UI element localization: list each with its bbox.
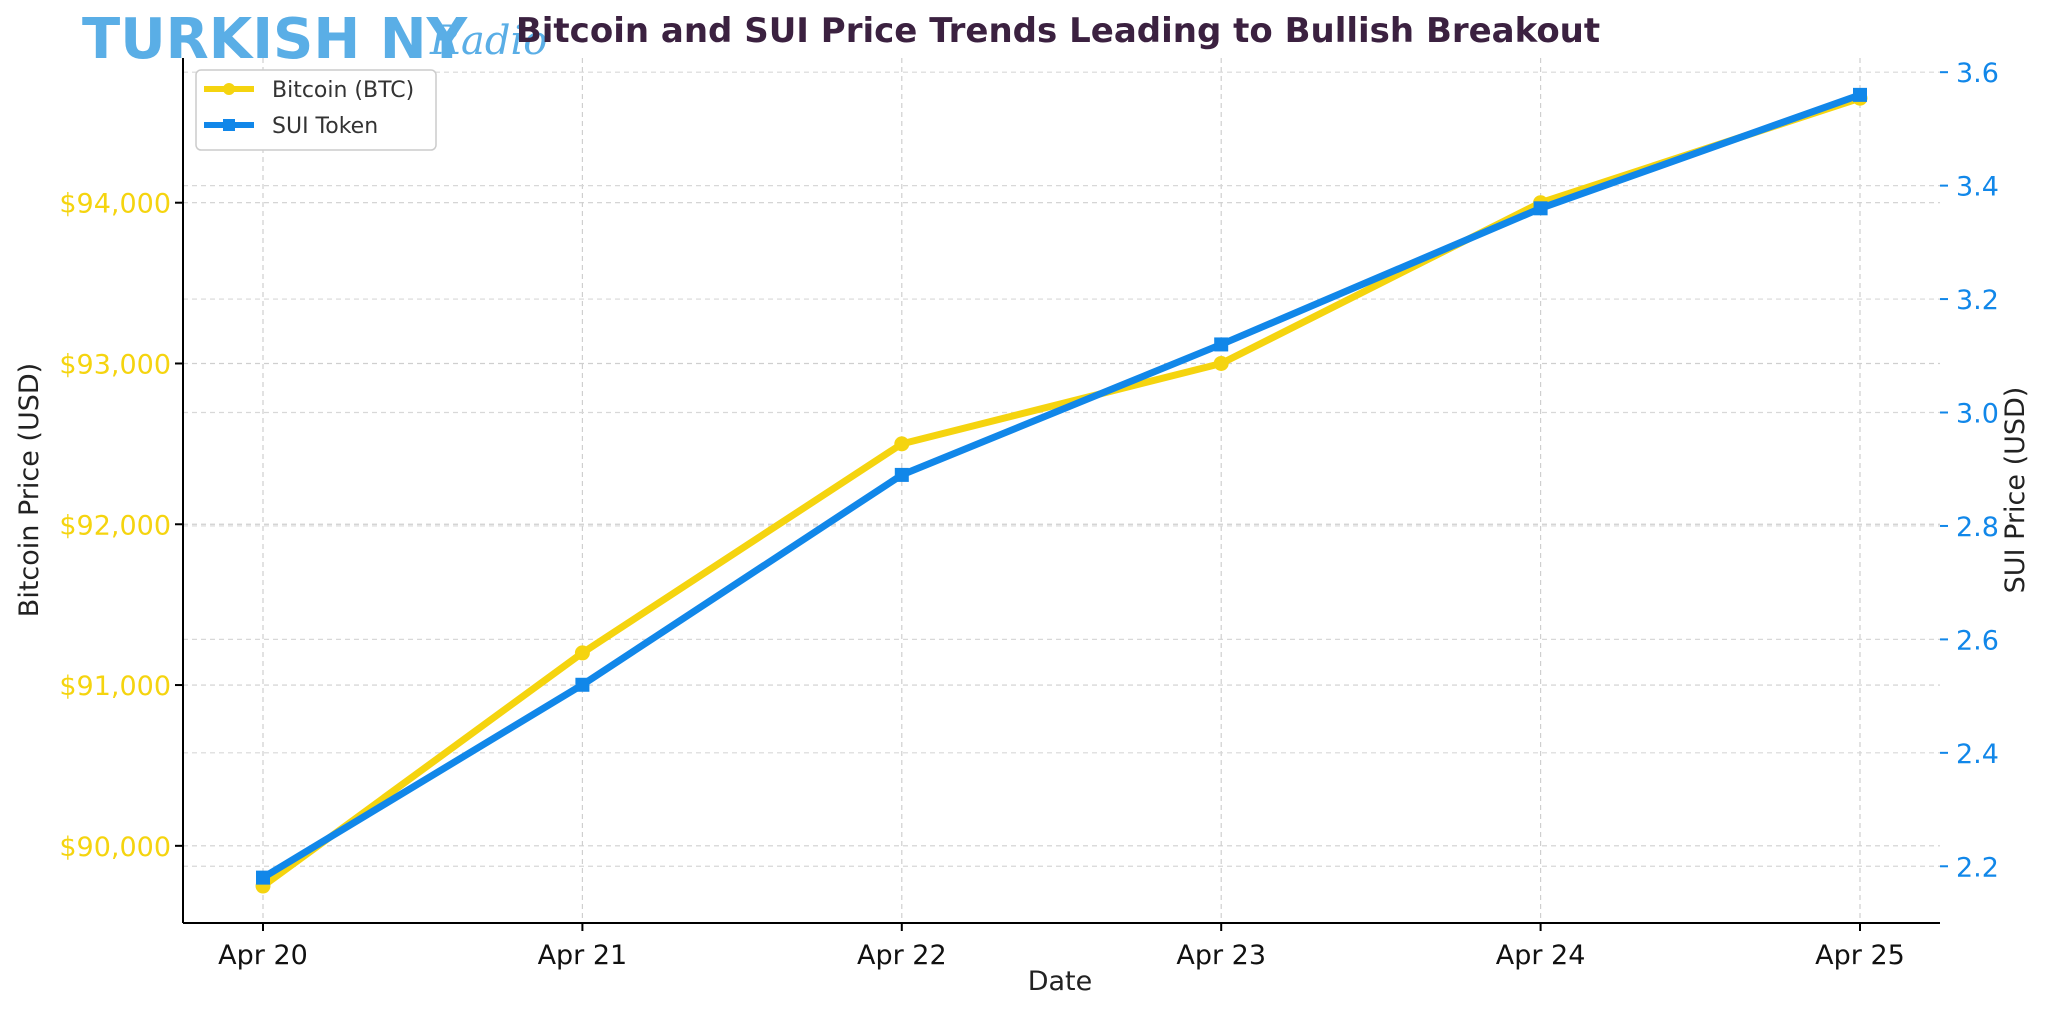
right-y-tick-label-7: 3.6 (1956, 58, 1999, 89)
data-point-btc-3 (1213, 355, 1229, 371)
logo-main-text: TURKISH NY (82, 7, 469, 72)
right-y-tick-label-4: 3.0 (1956, 399, 1999, 430)
grid-lines (183, 58, 1940, 923)
x-tick-label-0: Apr 20 (218, 940, 308, 971)
x-tick-label-5: Apr 25 (1815, 940, 1905, 971)
x-axis-ticks: Apr 20 Apr 21 Apr 22 Apr 23 Apr 24 Apr 25 (218, 923, 1905, 971)
legend-btc-marker (223, 83, 235, 95)
right-y-tick-label-6: 3.4 (1956, 172, 1999, 203)
data-point-btc-1 (574, 645, 590, 661)
logo-script-text: Radio (429, 18, 547, 64)
right-y-tick-label-3: 2.8 (1956, 512, 1999, 543)
legend-btc-label: Bitcoin (BTC) (272, 78, 414, 103)
legend-sui-marker (223, 119, 235, 131)
data-point-sui-4 (1533, 201, 1548, 216)
x-tick-label-1: Apr 21 (538, 940, 628, 971)
data-point-sui-1 (575, 677, 590, 692)
logo: TURKISH NY Radio (82, 7, 547, 72)
legend: Bitcoin (BTC) SUI Token (195, 69, 437, 151)
left-y-tick-label-2: $92,000 (59, 510, 171, 541)
chart-title: Bitcoin and SUI Price Trends Leading to … (516, 11, 1600, 51)
x-tick-label-2: Apr 22 (857, 940, 947, 971)
right-y-tick-label-1: 2.4 (1956, 739, 1999, 770)
legend-sui-label: SUI Token (272, 114, 378, 139)
right-y-tick-label-5: 3.2 (1956, 285, 1999, 316)
x-axis-label: Date (1028, 966, 1093, 997)
right-y-tick-label-2: 2.6 (1956, 625, 1999, 656)
data-point-sui-0 (256, 870, 270, 885)
right-y-axis-label: SUI Price (USD) (2000, 387, 2031, 594)
right-y-axis-ticks: 2.2 2.4 2.6 2.8 3.0 3.2 3.4 3.6 (1940, 58, 1999, 883)
left-y-tick-label-3: $93,000 (59, 349, 171, 380)
left-y-axis-ticks: $90,000 $91,000 $92,000 $93,000 $94,000 (59, 189, 183, 863)
x-tick-label-3: Apr 23 (1176, 940, 1266, 971)
series-line-btc (259, 94, 1864, 890)
left-y-axis-label: Bitcoin Price (USD) (14, 363, 45, 617)
right-y-tick-label-0: 2.2 (1956, 852, 1999, 883)
legend-box (195, 69, 437, 151)
data-point-sui-5 (1853, 87, 1867, 102)
x-tick-label-4: Apr 24 (1496, 940, 1586, 971)
data-point-sui-2 (894, 467, 909, 482)
data-point-sui-3 (1214, 337, 1229, 352)
series-group (255, 87, 1868, 894)
left-y-tick-label-1: $91,000 (59, 671, 171, 702)
left-y-tick-label-0: $90,000 (59, 832, 171, 863)
data-point-btc-2 (894, 436, 910, 452)
left-y-tick-label-4: $94,000 (59, 189, 171, 220)
series-line-sui (259, 91, 1864, 882)
